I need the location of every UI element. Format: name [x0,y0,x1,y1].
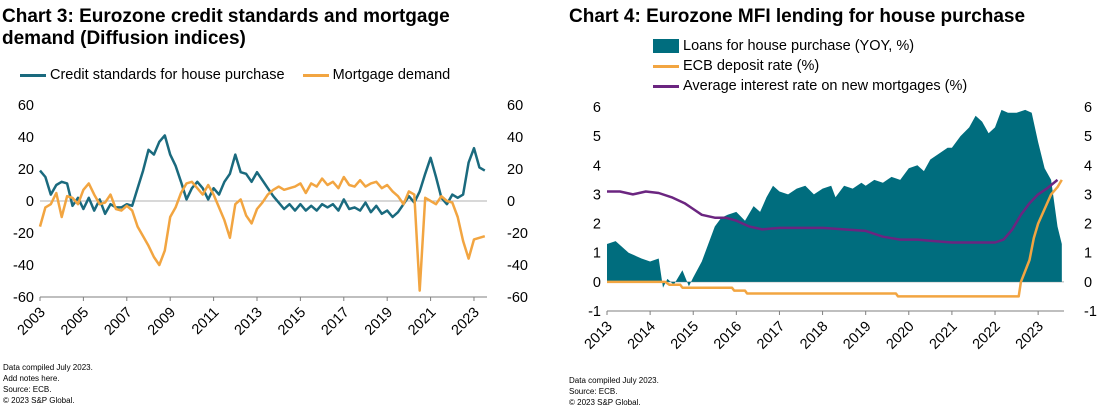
chart-4-legend-mortgage-rate: Average interest rate on new mortgages (… [653,78,967,94]
y-tick-label-left: -1 [588,304,601,320]
x-tick-label: 2009 [145,305,179,339]
footnote: © 2023 S&P Global. [569,398,641,407]
y-tick-label-right: -60 [507,290,528,306]
chart-4-legend-loans: Loans for house purchase (YOY, %) [653,38,914,54]
legend-swatch-credit [20,73,46,77]
x-tick-label: 2021 [927,319,961,353]
chart-4-panel: Chart 4: Eurozone MFI lending for house … [567,0,1115,419]
y-tick-label-left: 60 [18,98,34,114]
legend-label-credit: Credit standards for house purchase [50,67,285,83]
footnote: Source: ECB. [569,387,618,396]
legend-swatch-mortgage-rate [653,84,679,88]
y-tick-label-right: 5 [1084,129,1092,145]
y-tick-label-left: 40 [18,130,34,146]
chart-4-footnotes: Data compiled July 2023. Source: ECB. © … [569,375,659,408]
y-tick-label-left: 3 [593,187,601,203]
y-tick-label-left: 0 [593,275,601,291]
y-tick-label-left: 5 [593,129,601,145]
x-tick-label: 2020 [883,319,917,353]
chart-3-panel: Chart 3: Eurozone credit standards and m… [0,0,548,419]
footnote: Add notes here. [3,374,60,383]
y-tick-label-right: -1 [1084,304,1097,320]
legend-label-loans: Loans for house purchase (YOY, %) [683,38,915,54]
y-tick-label-left: 6 [593,100,601,116]
y-tick-label-left: 2 [593,217,601,233]
y-tick-label-right: -20 [507,226,528,242]
x-tick-label: 2019 [362,305,396,339]
y-tick-label-left: -20 [13,226,34,242]
chart-3-title-line1: Chart 3: Eurozone credit standards and m… [2,6,450,27]
legend-swatch-demand [302,73,329,77]
y-tick-label-left: 4 [593,158,601,174]
chart-4-legend-deposit: ECB deposit rate (%) [653,58,819,74]
footnote: © 2023 S&P Global. [3,396,75,405]
x-tick-label: 2016 [711,319,745,353]
x-tick-label: 2007 [101,305,135,339]
y-tick-label-right: 2 [1084,217,1092,233]
y-tick-label-right: 1 [1084,246,1092,262]
x-tick-label: 2022 [970,319,1004,353]
x-tick-label: 2013 [232,305,266,339]
x-tick-label: 2013 [582,319,616,353]
y-tick-label-right: 0 [1084,275,1092,291]
x-tick-label: 2015 [668,319,702,353]
legend-swatch-loans [653,39,679,53]
x-tick-label: 2023 [1013,319,1047,353]
chart-3-legend: Credit standards for house purchase Mort… [20,67,450,83]
x-tick-label: 2017 [318,305,352,339]
y-tick-label-left: 20 [18,162,34,178]
y-tick-label-left: 1 [593,246,601,262]
x-tick-label: 2005 [58,305,92,339]
legend-label-mortgage-rate: Average interest rate on new mortgages (… [683,78,968,94]
y-tick-label-right: 60 [507,98,523,114]
y-tick-label-right: 40 [507,130,523,146]
chart-3-title-line2: demand (Diffusion indices) [2,28,246,49]
footnote: Data compiled July 2023. [3,363,93,372]
legend-swatch-deposit [653,64,679,68]
x-tick-label: 2003 [15,305,49,339]
footnote: Source: ECB. [3,385,52,394]
y-tick-label-right: 20 [507,162,523,178]
y-tick-label-right: -40 [507,258,528,274]
chart-4-title: Chart 4: Eurozone MFI lending for house … [569,6,1026,27]
y-tick-label-right: 6 [1084,100,1092,116]
legend-label-demand: Mortgage demand [332,67,451,83]
x-tick-label: 2019 [840,319,874,353]
chart-3-title: Chart 3: Eurozone credit standards and m… [2,6,450,50]
x-tick-label: 2021 [405,305,439,339]
y-tick-label-right: 0 [507,194,515,210]
legend-label-deposit: ECB deposit rate (%) [683,58,820,74]
x-tick-label: 2018 [797,319,831,353]
x-tick-label: 2015 [275,305,309,339]
y-tick-label-right: 3 [1084,187,1092,203]
x-tick-label: 2014 [625,319,659,353]
series-line-average-interest-rate-on-new-mortgages [607,178,1059,244]
x-tick-label: 2023 [449,305,483,339]
y-tick-label-left: -40 [13,258,34,274]
chart-3-footnotes: Data compiled July 2023. Add notes here.… [3,362,93,406]
series-line-ecb-deposit-rate [607,179,1063,298]
x-tick-label: 2017 [754,319,788,353]
footnote: Data compiled July 2023. [569,376,659,385]
y-tick-label-left: 0 [26,194,34,210]
y-tick-label-left: -60 [13,290,34,306]
y-tick-label-right: 4 [1084,158,1092,174]
series-line-credit-standards-for-house-purchase [39,134,486,219]
x-tick-label: 2011 [189,305,222,338]
series-line-mortgage-demand [38,175,486,292]
